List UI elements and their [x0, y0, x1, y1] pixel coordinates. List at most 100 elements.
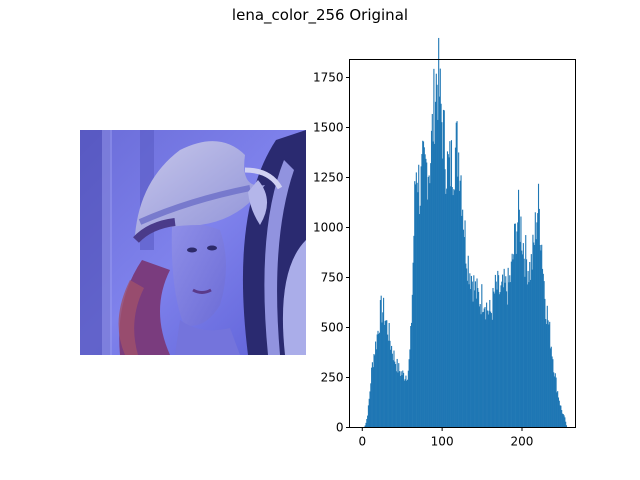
histogram-bar	[528, 282, 530, 428]
histogram-bar	[370, 383, 372, 428]
histogram-bar	[396, 358, 398, 428]
y-tick-label: 750	[321, 271, 344, 285]
y-tick-label: 500	[321, 321, 344, 335]
histogram-bar	[419, 205, 421, 428]
histogram-bar	[475, 298, 477, 428]
histogram-bar	[513, 254, 515, 428]
histogram-bar	[490, 311, 492, 428]
histogram-bar	[510, 261, 512, 428]
histogram-bar	[464, 220, 466, 428]
histogram-bar	[562, 414, 564, 428]
histogram-bar	[461, 215, 463, 428]
histogram-bar	[550, 346, 552, 428]
histogram-bar	[478, 291, 480, 428]
histogram-bar	[369, 391, 371, 428]
histogram-bar	[427, 177, 429, 428]
histogram-bar	[471, 281, 473, 428]
histogram-bar	[561, 410, 563, 428]
histogram-bar	[410, 322, 413, 428]
histogram-bar	[387, 340, 389, 428]
histogram-bar	[429, 183, 431, 428]
histogram-bar	[514, 223, 516, 428]
histogram-bar	[436, 84, 438, 428]
histogram-bar	[393, 350, 395, 428]
histogram-bar	[490, 313, 492, 428]
histogram-bar	[431, 113, 433, 428]
histogram-bar	[530, 254, 532, 428]
histogram-bar	[407, 370, 409, 428]
histogram-bar	[452, 195, 454, 428]
histogram-bar	[523, 258, 525, 428]
histogram-bar	[375, 341, 377, 428]
histogram-bar	[501, 281, 503, 428]
histogram-bar	[421, 154, 423, 428]
histogram-bar	[371, 362, 373, 428]
histogram-bar	[412, 262, 414, 428]
histogram-bar	[469, 273, 471, 428]
histogram-bar	[398, 363, 400, 428]
histogram-bar	[545, 324, 548, 428]
histogram-bar	[462, 209, 464, 428]
histogram-bar	[389, 340, 391, 428]
histogram-bar	[425, 158, 427, 428]
histogram-bar	[565, 425, 568, 428]
histogram-bar	[470, 275, 472, 428]
y-tick-label: 1500	[313, 121, 344, 135]
histogram-bar	[553, 376, 556, 428]
histogram-bar	[383, 324, 385, 428]
histogram-bar	[382, 312, 384, 428]
histogram-bar	[401, 375, 403, 428]
histogram-bar	[367, 405, 369, 428]
histogram-bar	[391, 353, 393, 428]
figure-title: lena_color_256 Original	[231, 6, 409, 24]
histogram-bar	[504, 282, 506, 428]
histogram-bar	[446, 188, 448, 428]
histogram-bar	[520, 216, 522, 428]
histogram-bar	[506, 291, 508, 428]
histogram-bar	[476, 278, 478, 428]
histogram-bar	[486, 302, 488, 428]
histogram-bar	[434, 101, 437, 428]
histogram-bar	[420, 166, 422, 428]
histogram-bar	[514, 223, 516, 428]
histogram-bar	[540, 250, 542, 428]
histogram-bar	[498, 294, 500, 428]
histogram-bar	[458, 190, 461, 428]
histogram-bar	[373, 354, 375, 428]
histogram-bar	[485, 319, 487, 428]
histogram-bar	[565, 421, 567, 428]
histogram-bar	[380, 295, 382, 428]
histogram-bar	[443, 110, 445, 428]
histogram-bar	[414, 184, 417, 428]
histogram-bar	[481, 284, 483, 428]
histogram-bar	[395, 371, 397, 428]
histogram-bar	[426, 162, 428, 428]
histogram-bar	[488, 310, 490, 428]
histogram-bar	[465, 263, 467, 428]
histogram-bar	[502, 274, 504, 428]
histogram-bar	[498, 275, 500, 428]
histogram-bar	[543, 281, 545, 428]
histogram-bar	[489, 299, 491, 428]
histogram-bar	[559, 405, 561, 428]
histogram-bar	[518, 209, 520, 428]
histogram-bar	[371, 367, 373, 428]
histogram-bar	[546, 305, 548, 428]
portrait-photo-icon	[80, 130, 306, 355]
histogram-bar	[539, 244, 541, 428]
histogram-bar	[375, 349, 377, 428]
histogram-bar	[564, 417, 566, 428]
histogram-bar	[416, 182, 418, 428]
histogram-bar	[522, 243, 524, 428]
histogram-bar	[474, 281, 476, 428]
histogram-bar	[454, 147, 457, 428]
histogram-bar	[521, 250, 523, 428]
histogram-bar	[553, 372, 555, 428]
histogram-bar	[399, 375, 401, 428]
histogram-bar	[456, 121, 458, 428]
histogram-bar	[406, 380, 408, 428]
histogram-bar	[387, 334, 389, 428]
histogram-bar	[509, 275, 511, 428]
histogram-bar	[537, 213, 539, 428]
histogram-bar	[451, 187, 453, 428]
